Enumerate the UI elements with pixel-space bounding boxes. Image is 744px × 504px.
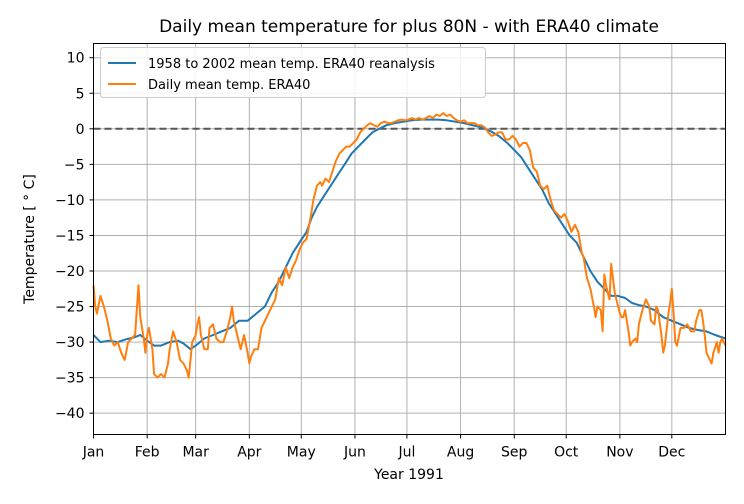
legend: 1958 to 2002 mean temp. ERA40 reanalysis…: [100, 47, 486, 98]
legend-label-reanalysis: 1958 to 2002 mean temp. ERA40 reanalysis: [148, 57, 435, 72]
series-line-daily-mean: [92, 112, 727, 379]
y-axis-label: Temperature [ ° C]: [22, 174, 38, 305]
legend-label-daily: Daily mean temp. ERA40: [148, 78, 310, 93]
y-tick-label: −10: [55, 193, 85, 209]
y-tick-label: 5: [76, 86, 85, 102]
y-axis: 10 5 0 −5 −10 −15 −20 −25 −30 −35 −40: [55, 51, 94, 422]
y-tick-label: −40: [55, 406, 85, 422]
plot-frame: [93, 43, 726, 435]
y-tick-label: −15: [55, 228, 85, 244]
y-tick-label: −5: [64, 157, 85, 173]
y-tick-label: 10: [67, 51, 85, 67]
legend-box: [100, 47, 486, 98]
x-tick-label: Apr: [237, 445, 261, 461]
y-tick-label: −30: [55, 335, 85, 351]
x-tick-label: Mar: [182, 445, 209, 461]
x-tick-label: Jun: [343, 445, 366, 461]
x-tick-label: Jan: [82, 445, 105, 461]
x-tick-label: Aug: [447, 445, 474, 461]
x-axis: Jan Feb Mar Apr May Jun Jul Aug Sep Oct Nov Dec: [82, 434, 685, 461]
x-tick-label: Feb: [135, 445, 160, 461]
y-tick-label: 0: [76, 122, 85, 138]
y-tick-label: −25: [55, 300, 85, 316]
series-line-reanalysis-mean: [92, 118, 726, 351]
x-tick-label: Jul: [397, 445, 415, 461]
x-tick-label: Dec: [658, 445, 685, 461]
y-tick-label: −35: [55, 371, 85, 387]
x-tick-label: Oct: [554, 445, 579, 461]
series-layer: [92, 112, 727, 379]
x-tick-label: May: [287, 445, 316, 461]
x-tick-label: Nov: [606, 445, 633, 461]
x-tick-label: Sep: [501, 445, 528, 461]
y-tick-label: −20: [55, 264, 85, 280]
chart-title: Daily mean temperature for plus 80N - wi…: [159, 17, 659, 37]
x-axis-label: Year 1991: [373, 467, 444, 483]
